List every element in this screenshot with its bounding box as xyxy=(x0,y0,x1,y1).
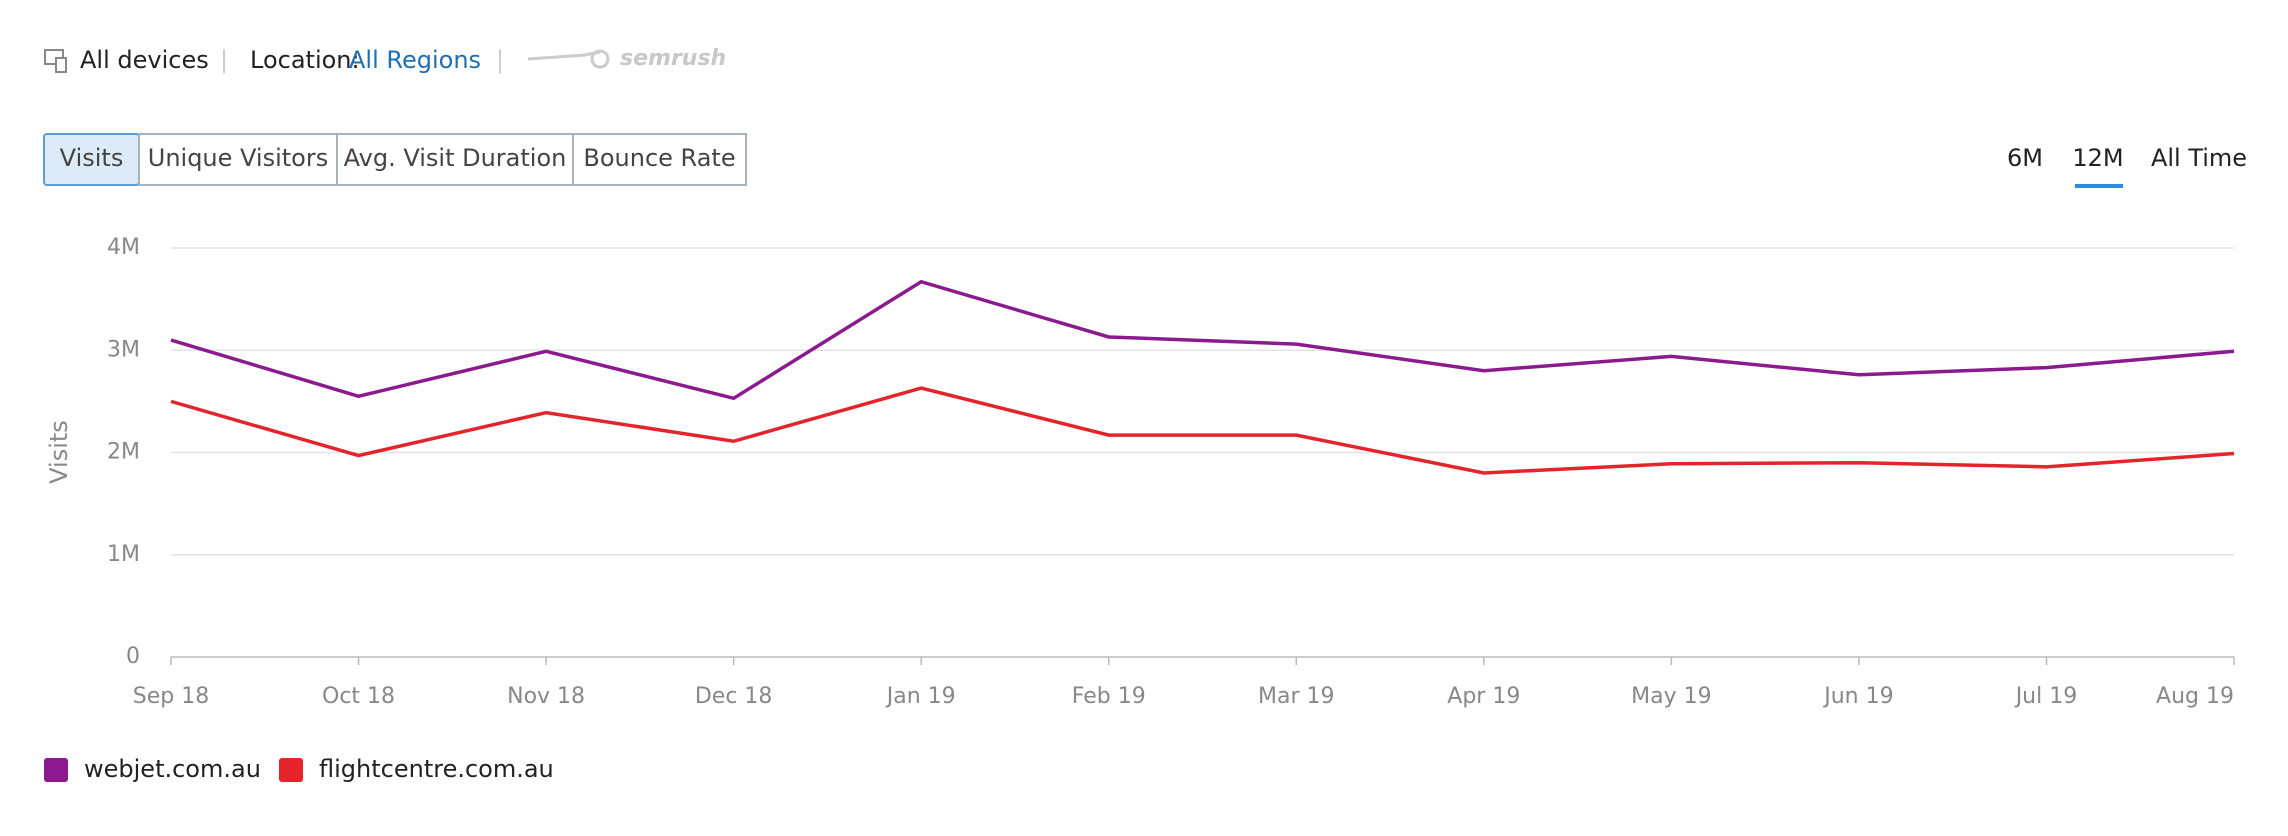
y-tick-label: 2M xyxy=(107,440,140,465)
legend-label[interactable]: flightcentre.com.au xyxy=(319,755,554,783)
x-tick-label: Jul 19 xyxy=(2014,684,2078,709)
x-tick-label: Jun 19 xyxy=(1822,684,1893,709)
y-tick-label: 0 xyxy=(126,644,140,669)
x-tick-label: Sep 18 xyxy=(133,684,209,709)
location-value[interactable]: All Regions xyxy=(349,46,481,74)
x-tick-label: Aug 19 xyxy=(2156,684,2234,709)
logo-mark xyxy=(527,50,601,61)
y-tick-label: 4M xyxy=(107,235,140,260)
x-tick-label: Oct 18 xyxy=(322,684,395,709)
location-label: Location: xyxy=(250,46,360,74)
x-tick-label: Apr 19 xyxy=(1447,684,1520,709)
devices-icon xyxy=(44,49,67,73)
y-axis-label: Visits xyxy=(45,420,73,484)
devices[interactable]: All devices xyxy=(80,46,209,74)
tab[interactable] xyxy=(572,133,747,186)
separator: | xyxy=(220,46,228,74)
logo-mark xyxy=(590,49,610,69)
series-line xyxy=(170,386,2235,475)
logo: semrush xyxy=(620,46,726,71)
legend-swatch[interactable] xyxy=(279,758,303,782)
x-tick-label: Dec 18 xyxy=(695,684,773,709)
y-tick-label: 3M xyxy=(107,337,140,362)
period[interactable]: All Time xyxy=(2151,144,2247,172)
y-tick-label: 1M xyxy=(107,542,140,567)
period-underline xyxy=(2075,184,2123,188)
period[interactable]: 6M xyxy=(2007,144,2043,172)
x-tick-label: Mar 19 xyxy=(1258,684,1335,709)
separator: | xyxy=(496,46,504,74)
tab-label[interactable]: Bounce Rate xyxy=(583,144,735,172)
tab[interactable] xyxy=(138,133,338,186)
legend-swatch[interactable] xyxy=(44,758,68,782)
legend-label[interactable]: webjet.com.au xyxy=(84,755,261,783)
x-tick-label: Nov 18 xyxy=(507,684,585,709)
tab-label[interactable]: Visits xyxy=(60,144,124,172)
x-tick-label: May 19 xyxy=(1631,684,1711,709)
x-tick-label: Jan 19 xyxy=(885,684,956,709)
tab-label[interactable]: Avg. Visit Duration xyxy=(344,144,567,172)
period[interactable]: 12M xyxy=(2072,144,2123,172)
series-line xyxy=(170,279,2235,401)
tab-label[interactable]: Unique Visitors xyxy=(148,144,328,172)
x-tick-label: Feb 19 xyxy=(1072,684,1146,709)
